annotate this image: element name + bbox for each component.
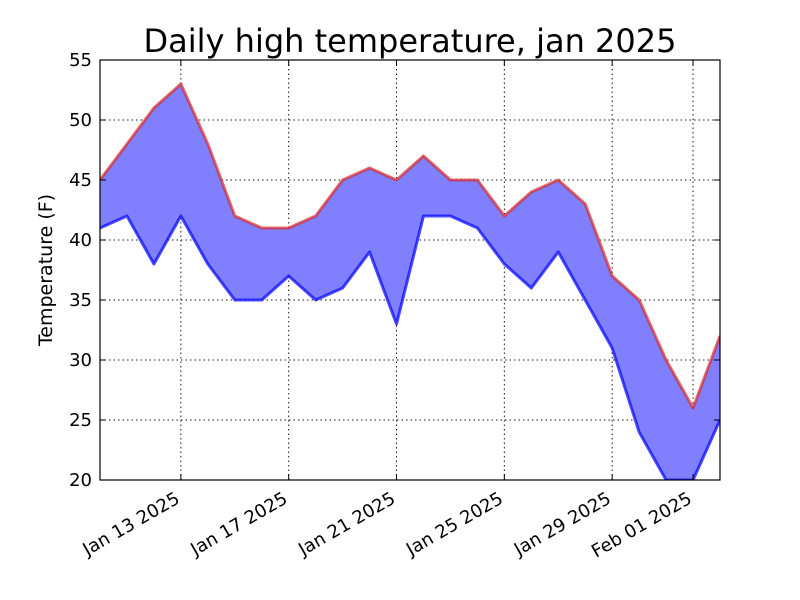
chart-title: Daily high temperature, jan 2025 [144, 22, 677, 60]
y-tick-label: 30 [69, 350, 92, 371]
high-series-line [100, 82, 720, 410]
y-tick-label: 45 [69, 170, 92, 191]
temperature-range-band [100, 84, 720, 480]
y-tick-label: 40 [69, 230, 92, 251]
plot-frame [99, 59, 721, 481]
y-tick-label: 20 [69, 470, 92, 491]
y-tick-label: 35 [69, 290, 92, 311]
x-tick-label: Jan 13 2025 [79, 488, 184, 561]
x-tick-label: Jan 25 2025 [402, 488, 507, 561]
series-lines [100, 82, 720, 480]
low-series-line [100, 214, 720, 480]
x-tick-label: Jan 17 2025 [186, 488, 291, 561]
y-tick-label: 50 [69, 110, 92, 131]
y-tick-label: 55 [69, 50, 92, 71]
y-axis: 20 25 30 35 40 45 50 55 [69, 50, 720, 491]
x-tick-label: Jan 21 2025 [294, 488, 399, 561]
y-tick-label: 25 [69, 410, 92, 431]
y-axis-label: Temperature (F) [35, 194, 57, 347]
